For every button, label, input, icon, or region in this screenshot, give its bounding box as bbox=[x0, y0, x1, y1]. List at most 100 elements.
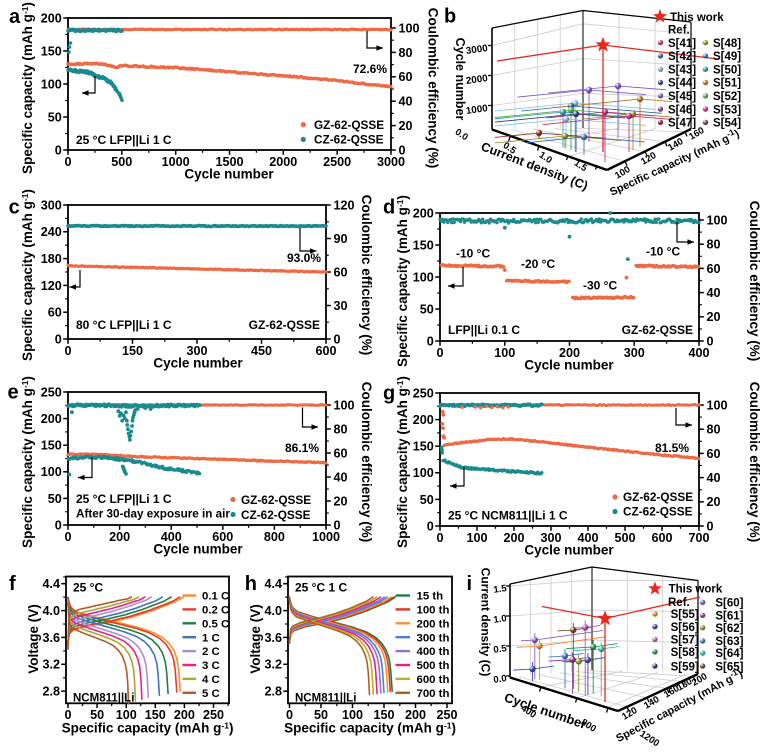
svg-text:Specific capacity (mAh g-1): Specific capacity (mAh g-1) bbox=[284, 721, 456, 736]
svg-text:250: 250 bbox=[413, 386, 434, 400]
svg-text:50: 50 bbox=[420, 493, 434, 507]
svg-text:200: 200 bbox=[413, 206, 434, 220]
svg-text:500: 500 bbox=[614, 531, 635, 545]
svg-text:CZ-62-QSSE: CZ-62-QSSE bbox=[241, 508, 311, 522]
svg-text:Coulombic efficiency (%): Coulombic efficiency (%) bbox=[426, 8, 441, 169]
svg-text:100: 100 bbox=[707, 213, 728, 227]
svg-text:20: 20 bbox=[334, 494, 348, 508]
svg-text:h: h bbox=[245, 573, 257, 595]
svg-text:3.6: 3.6 bbox=[264, 631, 282, 645]
svg-text:e: e bbox=[8, 382, 19, 404]
svg-text:25 °C NCM811||Li 1 C: 25 °C NCM811||Li 1 C bbox=[448, 509, 568, 523]
svg-text:4 C: 4 C bbox=[202, 674, 220, 686]
svg-text:25 °C 1 C: 25 °C 1 C bbox=[295, 581, 347, 595]
svg-text:100: 100 bbox=[41, 77, 62, 91]
svg-text:S[62]: S[62] bbox=[715, 623, 743, 635]
svg-text:S[45]: S[45] bbox=[668, 91, 696, 103]
svg-text:S[58]: S[58] bbox=[671, 647, 699, 659]
svg-text:S[54]: S[54] bbox=[713, 118, 741, 130]
svg-text:80: 80 bbox=[399, 46, 413, 60]
svg-text:Coulombic efficiency (%): Coulombic efficiency (%) bbox=[747, 382, 762, 543]
svg-text:100: 100 bbox=[413, 466, 434, 480]
svg-text:Specific capacity (mAh g-1): Specific capacity (mAh g-1) bbox=[395, 376, 410, 548]
svg-text:0: 0 bbox=[707, 334, 714, 348]
svg-text:500: 500 bbox=[111, 155, 132, 169]
svg-text:120: 120 bbox=[334, 198, 355, 212]
svg-text:After 30-day exposure in air: After 30-day exposure in air bbox=[76, 508, 230, 521]
svg-text:GZ-62-QSSE: GZ-62-QSSE bbox=[241, 493, 311, 507]
svg-text:0: 0 bbox=[64, 344, 71, 358]
svg-text:GZ-62-QSSE: GZ-62-QSSE bbox=[623, 490, 693, 504]
svg-text:S[42]: S[42] bbox=[668, 51, 696, 63]
svg-text:1.0: 1.0 bbox=[493, 613, 508, 626]
svg-text:Specific capacity (mAh g-1): Specific capacity (mAh g-1) bbox=[395, 195, 410, 367]
svg-text:0: 0 bbox=[436, 346, 443, 360]
svg-text:NCM811||Li: NCM811||Li bbox=[295, 693, 356, 705]
svg-text:S[43]: S[43] bbox=[668, 64, 696, 76]
svg-text:25 °C: 25 °C bbox=[73, 581, 103, 595]
svg-text:60: 60 bbox=[334, 265, 348, 279]
svg-text:This work: This work bbox=[669, 584, 723, 596]
svg-text:60: 60 bbox=[707, 447, 721, 461]
svg-text:0: 0 bbox=[399, 143, 406, 157]
svg-text:60: 60 bbox=[334, 446, 348, 460]
svg-text:0: 0 bbox=[64, 155, 71, 169]
svg-text:0: 0 bbox=[55, 518, 62, 532]
svg-text:S[48]: S[48] bbox=[713, 38, 741, 50]
svg-text:50: 50 bbox=[48, 492, 62, 506]
svg-text:200: 200 bbox=[41, 11, 62, 25]
svg-text:0: 0 bbox=[334, 332, 341, 346]
svg-text:25 °C LFP||Li 1 C: 25 °C LFP||Li 1 C bbox=[76, 133, 172, 147]
svg-text:50: 50 bbox=[420, 302, 434, 316]
svg-text:93.0%: 93.0% bbox=[287, 251, 321, 265]
svg-text:80: 80 bbox=[707, 238, 721, 252]
svg-text:20: 20 bbox=[707, 495, 721, 509]
svg-text:f: f bbox=[9, 573, 16, 595]
svg-text:1.5: 1.5 bbox=[493, 583, 508, 596]
svg-text:-30 °C: -30 °C bbox=[583, 279, 617, 293]
svg-text:80 °C LFP||Li 1 C: 80 °C LFP||Li 1 C bbox=[76, 318, 172, 332]
svg-text:0: 0 bbox=[427, 334, 434, 348]
svg-text:80: 80 bbox=[334, 422, 348, 436]
svg-text:0: 0 bbox=[427, 519, 434, 533]
svg-text:4.4: 4.4 bbox=[42, 577, 60, 591]
svg-text:0.5 C: 0.5 C bbox=[202, 618, 229, 630]
svg-text:180: 180 bbox=[41, 252, 62, 266]
svg-text:CZ-62-QSSE: CZ-62-QSSE bbox=[623, 505, 693, 519]
svg-text:800: 800 bbox=[264, 530, 285, 544]
svg-text:400 th: 400 th bbox=[417, 646, 450, 658]
svg-text:60: 60 bbox=[48, 306, 62, 320]
svg-text:Ref.: Ref. bbox=[668, 597, 690, 609]
svg-text:S[46]: S[46] bbox=[668, 104, 696, 116]
svg-text:100: 100 bbox=[494, 346, 515, 360]
svg-text:100: 100 bbox=[466, 531, 487, 545]
svg-text:0.0: 0.0 bbox=[493, 673, 508, 686]
svg-text:3.6: 3.6 bbox=[42, 631, 60, 645]
svg-text:25 °C LFP||Li 1 C: 25 °C LFP||Li 1 C bbox=[76, 492, 172, 506]
svg-text:150: 150 bbox=[41, 44, 62, 58]
svg-text:c: c bbox=[9, 197, 20, 219]
svg-text:Cycle number: Cycle number bbox=[524, 358, 614, 373]
svg-text:NCM811||Li: NCM811||Li bbox=[73, 693, 134, 705]
svg-text:40: 40 bbox=[334, 470, 348, 484]
svg-text:60: 60 bbox=[399, 70, 413, 84]
svg-text:0: 0 bbox=[64, 530, 71, 544]
svg-text:150: 150 bbox=[413, 238, 434, 252]
svg-text:200 th: 200 th bbox=[417, 618, 450, 630]
svg-text:40: 40 bbox=[399, 95, 413, 109]
svg-text:S[55]: S[55] bbox=[671, 609, 699, 621]
svg-text:1 C: 1 C bbox=[202, 632, 220, 644]
svg-text:S[41]: S[41] bbox=[668, 38, 696, 50]
svg-text:Specific capacity (mAh g-1): Specific capacity (mAh g-1) bbox=[20, 376, 35, 548]
svg-text:Ref.: Ref. bbox=[668, 25, 690, 37]
svg-text:-10 °C: -10 °C bbox=[456, 247, 490, 261]
svg-text:100: 100 bbox=[334, 398, 355, 412]
svg-text:3.2: 3.2 bbox=[42, 658, 60, 672]
svg-text:0: 0 bbox=[436, 531, 443, 545]
svg-text:300: 300 bbox=[624, 346, 645, 360]
svg-text:S[57]: S[57] bbox=[671, 635, 699, 647]
svg-text:0: 0 bbox=[55, 143, 62, 157]
svg-text:450: 450 bbox=[251, 344, 272, 358]
svg-text:This work: This work bbox=[670, 12, 724, 24]
svg-text:S[52]: S[52] bbox=[713, 91, 741, 103]
